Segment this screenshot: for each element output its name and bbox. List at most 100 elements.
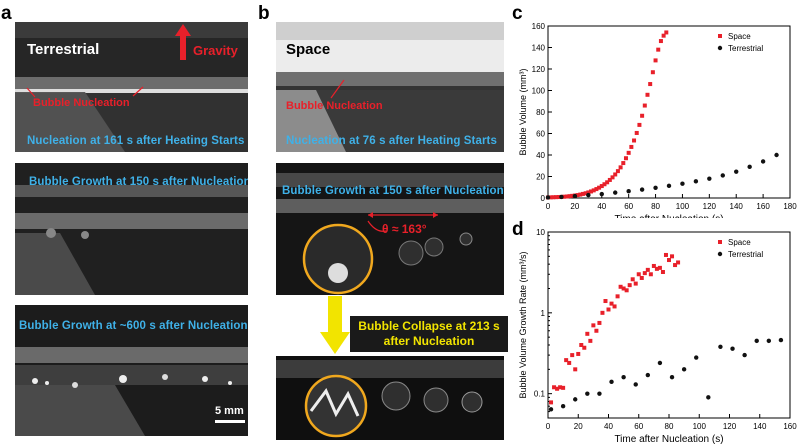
x-tick-label: 20	[574, 422, 583, 431]
space-data-point	[626, 150, 631, 155]
legend-marker-terrestrial	[717, 251, 723, 257]
photo-background	[15, 22, 248, 152]
y-tick-label: 140	[532, 44, 546, 53]
terrestrial-data-point	[666, 183, 672, 189]
x-tick-label: 100	[676, 202, 690, 211]
photo-background	[15, 305, 248, 436]
growth-600s-caption: Bubble Growth at ~600 s after Nucleation	[19, 320, 248, 332]
y-tick-label: 40	[536, 151, 545, 160]
space-data-point	[639, 275, 644, 280]
space-data-point	[597, 320, 602, 325]
space-data-point	[562, 194, 567, 199]
space-data-point	[583, 191, 588, 196]
terrestrial-growth-150s-photo: Bubble Growth at 150 s after Nucleation	[15, 163, 248, 295]
space-data-point	[667, 258, 671, 263]
y-tick-label: 0.1	[534, 390, 546, 399]
space-data-point	[634, 130, 639, 135]
terrestrial-data-point	[707, 176, 712, 181]
space-data-point	[607, 177, 612, 182]
space-data-point	[642, 271, 647, 276]
panel-label-a: a	[1, 3, 12, 24]
space-data-point	[612, 304, 617, 309]
y-tick-label: 10	[536, 228, 545, 237]
terrestrial-data-point	[680, 181, 685, 186]
space-nucleation-photo: Space Bubble Nucleation Nucleation at 76…	[276, 22, 504, 152]
photo-background	[276, 163, 504, 295]
x-tick-label: 120	[723, 422, 737, 431]
terrestrial-data-point	[559, 194, 564, 200]
space-data-point	[570, 193, 575, 198]
terrestrial-data-point	[657, 360, 663, 366]
space-data-point	[613, 172, 618, 177]
terrestrial-growth-600s-photo: Bubble Growth at ~600 s after Nucleation…	[15, 305, 248, 436]
space-data-point	[615, 294, 620, 299]
space-data-point	[654, 266, 659, 271]
space-data-point	[582, 345, 587, 350]
terrestrial-data-point	[778, 337, 784, 343]
space-data-point	[578, 192, 583, 197]
terrestrial-data-point	[669, 374, 675, 380]
space-data-point	[556, 195, 561, 200]
space-data-point	[650, 70, 655, 75]
space-data-point	[594, 187, 599, 192]
space-data-point	[594, 328, 599, 333]
legend-marker-space	[718, 240, 722, 244]
x-tick-label: 80	[665, 422, 674, 431]
space-data-point	[599, 184, 604, 189]
y-tick-label: 0	[541, 194, 546, 203]
y-tick-label: 100	[532, 87, 546, 96]
terrestrial-data-point	[545, 195, 551, 200]
x-tick-label: 160	[756, 202, 770, 211]
space-data-point	[664, 30, 669, 35]
terrestrial-data-point	[609, 379, 614, 385]
x-axis-label: Time after Nucleation (s)	[614, 214, 723, 218]
x-tick-label: 160	[783, 422, 797, 431]
terrestrial-data-point	[585, 391, 590, 396]
y-tick-label: 80	[536, 108, 545, 117]
growth-rate-chart: 0 20 40 60 80 100 120 140 160 0.1 1 10 Time after Nu…	[518, 228, 797, 444]
x-tick-label: 120	[703, 202, 717, 211]
space-data-point	[648, 82, 653, 87]
space-data-point	[600, 310, 605, 315]
space-data-point	[627, 283, 632, 288]
space-data-point	[657, 265, 662, 270]
x-axis-label: Time after Nucleation (s)	[614, 434, 723, 444]
collapse-arrow-icon	[320, 296, 350, 354]
terrestrial-data-point	[572, 193, 578, 199]
space-data-point	[585, 331, 590, 336]
space-data-point	[623, 156, 628, 161]
bubble-nucleation-label: Bubble Nucleation	[33, 97, 130, 109]
terrestrial-data-point	[693, 179, 699, 184]
space-growth-150s-photo: Bubble Growth at 150 s after Nucleation …	[276, 163, 504, 295]
terrestrial-nucleation-photo: Terrestrial Gravity Bubble Nucleation Nu…	[15, 22, 248, 152]
space-data-point	[670, 254, 675, 259]
contact-angle-label: θ ≈ 163°	[382, 222, 427, 236]
space-data-point	[573, 367, 578, 372]
terrestrial-data-point	[613, 190, 618, 195]
terrestrial-data-point	[718, 344, 723, 350]
terrestrial-data-point	[645, 372, 651, 378]
x-tick-label: 140	[753, 422, 767, 431]
nucleation-caption: Nucleation at 76 s after Heating Starts	[286, 135, 497, 147]
terrestrial-data-point	[754, 338, 759, 344]
space-data-point	[548, 195, 553, 200]
space-data-point	[586, 190, 591, 195]
x-tick-label: 100	[693, 422, 707, 431]
y-axis-label: Bubble Volume (mm³)	[518, 68, 528, 155]
space-data-point	[564, 194, 569, 199]
space-data-point	[630, 277, 635, 282]
terrestrial-title: Terrestrial	[27, 41, 100, 58]
y-tick-label: 60	[536, 130, 545, 139]
terrestrial-data-point	[621, 374, 626, 380]
growth-150s-caption: Bubble Growth at 150 s after Nucleation	[282, 185, 504, 197]
space-data-point	[621, 161, 626, 166]
space-data-point	[567, 194, 572, 199]
space-data-point	[589, 189, 594, 194]
space-data-point	[656, 47, 661, 52]
legend-label: Space	[728, 238, 751, 247]
space-data-point	[606, 307, 611, 312]
space-data-point	[576, 351, 581, 356]
terrestrial-data-point	[681, 367, 687, 372]
space-data-point	[579, 343, 584, 348]
bubble-collapse-line2: after Nucleation	[383, 334, 475, 348]
